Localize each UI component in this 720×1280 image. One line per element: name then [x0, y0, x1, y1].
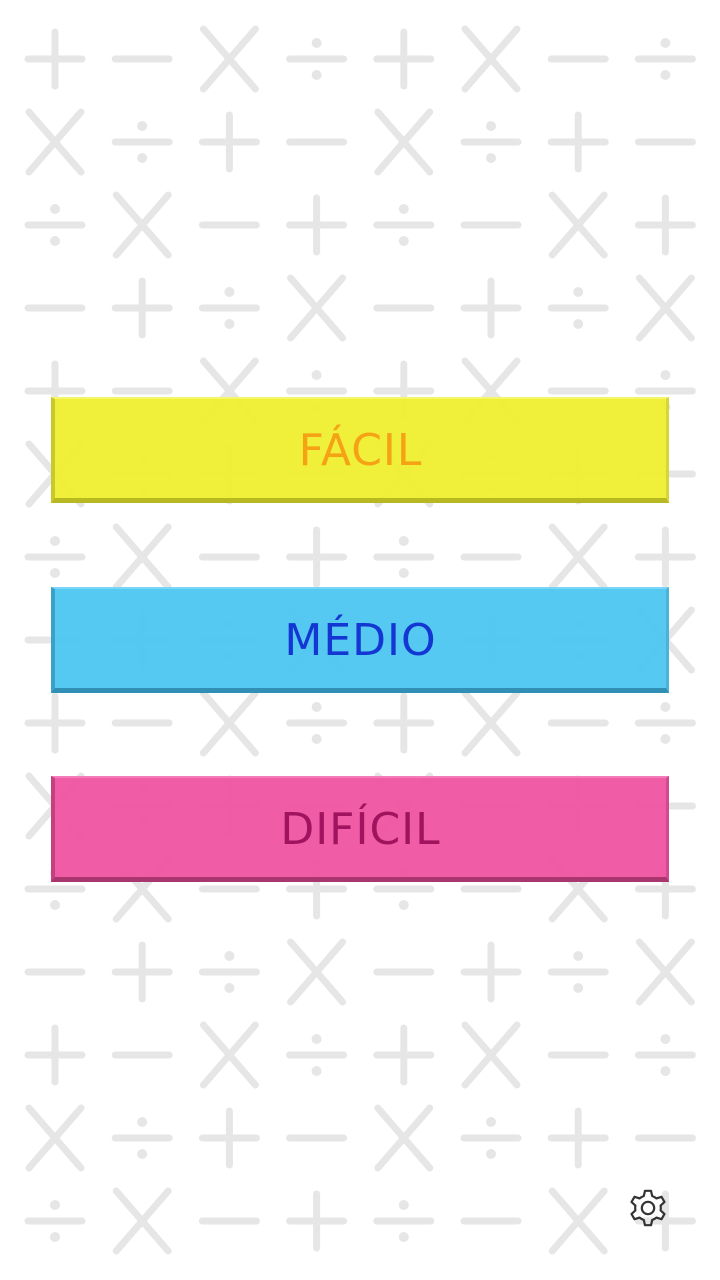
plus-symbol — [24, 28, 86, 90]
divide-symbol — [24, 536, 86, 578]
times-symbol — [287, 938, 347, 1006]
divide-symbol — [286, 38, 348, 80]
medium-level-button[interactable]: MÉDIO — [51, 587, 669, 693]
plus-symbol — [634, 526, 696, 588]
times-symbol — [112, 1187, 172, 1255]
divide-symbol — [286, 1034, 348, 1076]
times-symbol — [199, 25, 259, 93]
divide-symbol — [111, 1117, 173, 1159]
plus-symbol — [460, 941, 522, 1003]
plus-symbol — [198, 1107, 260, 1169]
divide-symbol — [111, 121, 173, 163]
times-symbol — [112, 191, 172, 259]
medium-level-label: MÉDIO — [284, 615, 437, 666]
plus-symbol — [373, 1024, 435, 1086]
plus-symbol — [634, 1190, 696, 1252]
easy-level-button[interactable]: FÁCIL — [51, 397, 669, 503]
hard-level-label: DIFÍCIL — [280, 804, 441, 855]
divide-symbol — [373, 536, 435, 578]
plus-symbol — [547, 111, 609, 173]
divide-symbol — [198, 951, 260, 993]
divide-symbol — [286, 702, 348, 744]
times-symbol — [25, 1104, 85, 1172]
divide-symbol — [547, 287, 609, 329]
times-symbol — [548, 191, 608, 259]
plus-symbol — [547, 1107, 609, 1169]
times-symbol — [199, 689, 259, 757]
divide-symbol — [634, 702, 696, 744]
plus-symbol — [111, 941, 173, 1003]
times-symbol — [461, 1021, 521, 1089]
plus-symbol — [198, 111, 260, 173]
times-symbol — [635, 938, 695, 1006]
times-symbol — [548, 1187, 608, 1255]
plus-symbol — [286, 1190, 348, 1252]
settings-button[interactable] — [624, 1184, 672, 1232]
gear-icon — [630, 1189, 666, 1227]
plus-symbol — [286, 526, 348, 588]
divide-symbol — [460, 1117, 522, 1159]
times-symbol — [461, 689, 521, 757]
divide-symbol — [373, 1200, 435, 1242]
plus-symbol — [634, 194, 696, 256]
plus-symbol — [24, 1024, 86, 1086]
divide-symbol — [634, 38, 696, 80]
divide-symbol — [198, 287, 260, 329]
times-symbol — [374, 1104, 434, 1172]
times-symbol — [461, 25, 521, 93]
plus-symbol — [24, 692, 86, 754]
plus-symbol — [373, 28, 435, 90]
times-symbol — [25, 108, 85, 176]
times-symbol — [635, 274, 695, 342]
hard-level-button[interactable]: DIFÍCIL — [51, 776, 669, 882]
divide-symbol — [24, 1200, 86, 1242]
divide-symbol — [634, 1034, 696, 1076]
easy-level-label: FÁCIL — [298, 425, 423, 476]
divide-symbol — [460, 121, 522, 163]
times-symbol — [199, 1021, 259, 1089]
divide-symbol — [373, 204, 435, 246]
divide-symbol — [547, 951, 609, 993]
times-symbol — [374, 108, 434, 176]
times-symbol — [112, 523, 172, 591]
divide-symbol — [24, 204, 86, 246]
plus-symbol — [111, 277, 173, 339]
plus-symbol — [460, 277, 522, 339]
plus-symbol — [373, 692, 435, 754]
times-symbol — [287, 274, 347, 342]
plus-symbol — [286, 194, 348, 256]
times-symbol — [548, 523, 608, 591]
